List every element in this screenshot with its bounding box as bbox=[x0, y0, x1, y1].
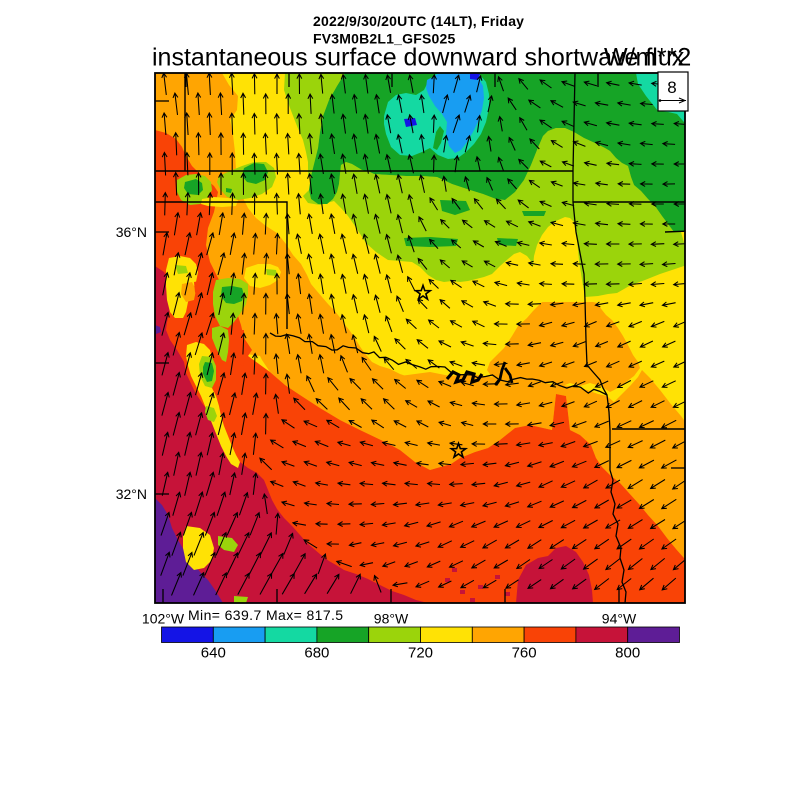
svg-text:W/m**2: W/m**2 bbox=[604, 44, 692, 72]
svg-text:36°N: 36°N bbox=[116, 224, 147, 240]
svg-text:680: 680 bbox=[304, 645, 329, 662]
svg-text:instantaneous surface downward: instantaneous surface downward shortwave… bbox=[152, 44, 685, 72]
svg-text:800: 800 bbox=[615, 645, 640, 662]
svg-text:102°W: 102°W bbox=[142, 611, 185, 627]
svg-text:98°W: 98°W bbox=[374, 611, 409, 627]
svg-text:640: 640 bbox=[201, 645, 226, 662]
svg-text:2022/9/30/20UTC (14LT), Friday: 2022/9/30/20UTC (14LT), Friday bbox=[313, 13, 524, 29]
svg-text:8: 8 bbox=[667, 78, 676, 97]
svg-text:94°W: 94°W bbox=[602, 611, 637, 627]
svg-text:720: 720 bbox=[408, 645, 433, 662]
svg-text:FV3M0B2L1_GFS025: FV3M0B2L1_GFS025 bbox=[313, 31, 455, 47]
svg-text:Min= 639.7 Max= 817.5: Min= 639.7 Max= 817.5 bbox=[188, 607, 344, 623]
svg-text:760: 760 bbox=[512, 645, 537, 662]
svg-text:32°N: 32°N bbox=[116, 486, 147, 502]
